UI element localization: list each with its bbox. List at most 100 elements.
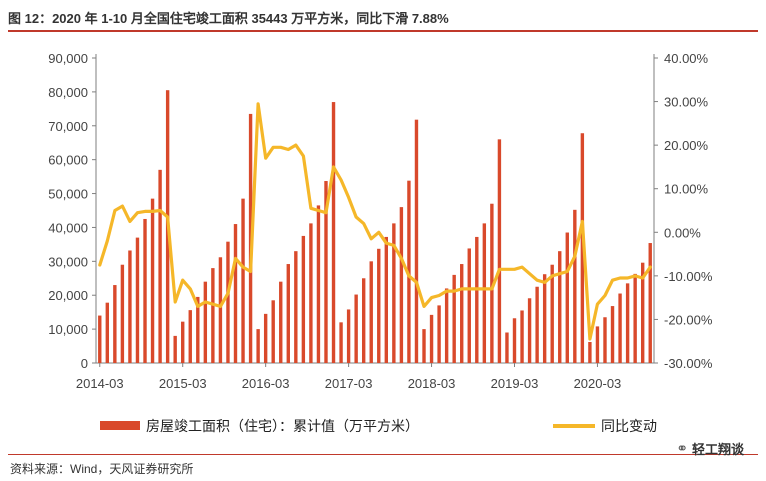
bar — [173, 335, 177, 363]
bar — [618, 293, 622, 363]
title-rule — [8, 30, 758, 32]
y-right-tick-label: -20.00% — [664, 312, 713, 327]
bar — [482, 223, 487, 363]
y-right-tick-label: 40.00% — [664, 51, 709, 66]
bar — [535, 286, 539, 363]
chart-title: 图 12：2020 年 1-10 月全国住宅竣工面积 35443 万平方米，同比… — [8, 11, 449, 26]
bar — [565, 232, 569, 363]
bar — [369, 261, 373, 363]
y-right-tick-label: -30.00% — [664, 356, 713, 371]
x-tick-label: 2014-03 — [76, 376, 124, 391]
bar — [271, 300, 275, 363]
x-tick-label: 2017-03 — [325, 376, 373, 391]
bar — [520, 310, 524, 363]
bar — [610, 306, 615, 363]
chart-canvas: 0 10,000 20,000 30,000 40,000 50,000 60,000 70,… — [48, 51, 713, 434]
bar — [407, 180, 411, 363]
bar — [286, 264, 290, 363]
bar — [460, 264, 464, 363]
bar — [437, 305, 441, 363]
bar — [105, 302, 110, 363]
y-left-tick-label: 20,000 — [48, 288, 88, 303]
bar — [158, 169, 162, 363]
x-tick-label: 2016-03 — [242, 376, 290, 391]
bar — [128, 250, 132, 363]
bar — [309, 223, 313, 363]
bar — [588, 341, 592, 363]
legend-bar-swatch — [100, 421, 140, 430]
x-tick-label: 2020-03 — [574, 376, 622, 391]
y-left-tick-label: 90,000 — [48, 51, 88, 66]
bar — [181, 321, 185, 363]
footer-rule — [8, 454, 758, 455]
x-tick-label: 2019-03 — [491, 376, 539, 391]
bar — [497, 139, 502, 363]
bar — [640, 262, 645, 363]
bar — [203, 281, 208, 363]
legend-line-label: 同比变动 — [601, 418, 657, 434]
brand-watermark: ⚭ 轻工翔谈 — [676, 439, 744, 458]
bar — [150, 198, 155, 363]
bar — [301, 235, 306, 363]
bar — [339, 322, 343, 363]
bar — [377, 248, 381, 363]
bar — [648, 243, 652, 363]
y-left-tick-label: 80,000 — [48, 85, 88, 100]
bar — [452, 274, 456, 363]
yoy-series-line — [98, 102, 652, 341]
bar — [422, 329, 426, 363]
bar — [429, 314, 434, 363]
bar — [346, 309, 351, 363]
bar — [120, 264, 125, 363]
bar — [444, 288, 449, 363]
bar — [603, 317, 607, 363]
bar — [263, 313, 268, 363]
y-right-tick-label: 30.00% — [664, 95, 709, 110]
bar — [324, 181, 328, 363]
y-right-tick-label: -10.00% — [664, 269, 713, 284]
y-left-tick-label: 0 — [81, 356, 88, 371]
y-left-tick-label: 60,000 — [48, 153, 88, 168]
bar — [392, 223, 396, 363]
y-left-tick-label: 10,000 — [48, 322, 88, 337]
bar — [241, 198, 245, 363]
bar — [542, 274, 547, 363]
bar — [226, 241, 230, 363]
bar — [512, 318, 517, 363]
source-note: 资料来源：Wind，天风证券研究所 — [10, 462, 194, 476]
bar — [294, 251, 298, 363]
bar — [331, 102, 336, 364]
bar — [256, 329, 260, 363]
y-right-tick-label: 20.00% — [664, 138, 709, 153]
bar — [505, 332, 509, 363]
x-tick-label: 2015-03 — [159, 376, 207, 391]
bar — [399, 207, 404, 363]
y-left-tick-label: 50,000 — [48, 187, 88, 202]
bar — [573, 209, 577, 363]
bar — [475, 236, 479, 363]
bar — [316, 205, 321, 363]
bar — [633, 273, 637, 363]
bar — [467, 248, 471, 363]
bar — [233, 224, 238, 363]
bar — [98, 315, 102, 363]
bar — [595, 326, 600, 363]
bar — [279, 281, 283, 363]
bar — [625, 283, 630, 363]
bar — [135, 237, 140, 363]
y-left-tick-label: 40,000 — [48, 220, 88, 235]
brand-label: 轻工翔谈 — [691, 442, 744, 457]
bar — [354, 294, 358, 363]
bar — [196, 296, 200, 363]
wechat-icon: ⚭ — [676, 440, 688, 456]
bar — [580, 133, 585, 363]
bar — [558, 251, 562, 363]
y-right-tick-label: 0.00% — [664, 225, 701, 240]
bar — [211, 268, 215, 363]
legend-bar-label: 房屋竣工面积（住宅）：累计值（万平方米） — [146, 418, 419, 434]
bar — [527, 298, 532, 363]
bar — [218, 257, 223, 363]
y-left-tick-label: 70,000 — [48, 119, 88, 134]
bar — [143, 218, 147, 363]
bar — [414, 119, 419, 363]
